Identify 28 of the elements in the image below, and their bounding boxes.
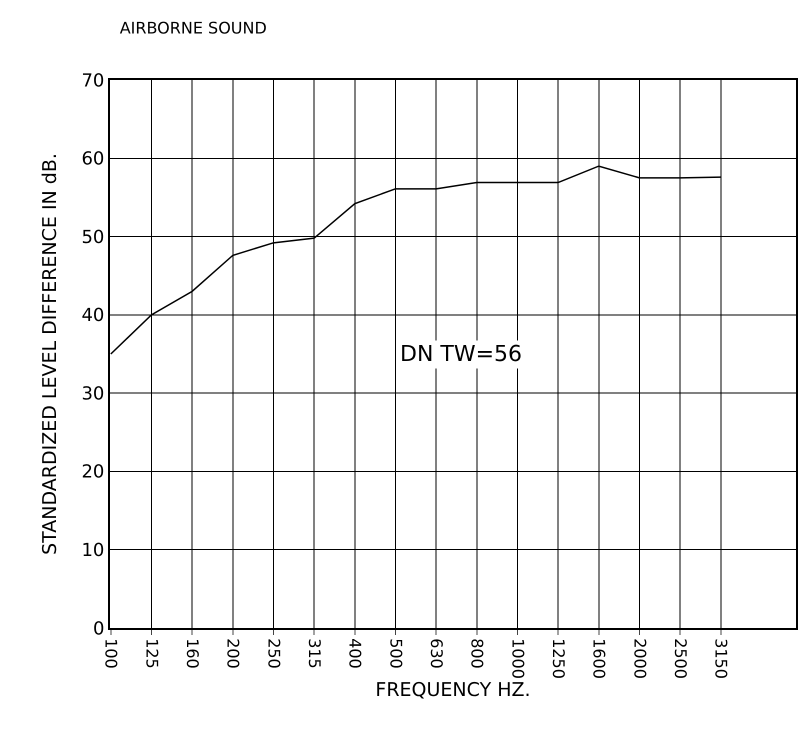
x-axis-title: FREQUENCY HZ. [375,679,531,702]
x-tick-label: 800 [468,638,487,669]
x-tick-label: 1600 [590,638,609,679]
x-tick-label: 630 [426,638,446,669]
x-tick-label: 2500 [670,638,690,679]
y-tick-label: 30 [81,383,104,404]
y-tick-label: 20 [81,462,104,483]
y-tick-label: 10 [81,540,104,562]
x-tick-label: 1000 [508,638,528,679]
y-tick-label: 40 [81,305,104,326]
y-tick-label: 70 [81,70,104,92]
x-tick-label: 315 [304,638,324,669]
x-tick-label: 3150 [712,638,731,679]
y-tick-label: 50 [81,226,104,248]
annotation: DN TW=56 [400,342,522,367]
y-tick-label: 0 [92,618,104,640]
x-tick-label: 200 [224,638,243,669]
x-tick-label: 500 [386,638,406,669]
x-tick-label: 1250 [548,638,568,679]
x-tick-label: 100 [102,638,121,669]
x-tick-label: 125 [142,638,162,669]
chart-title: AIRBORNE SOUND [120,18,267,38]
y-axis-title: STANDARDIZED LEVEL DIFFERENCE IN dB. [38,153,61,555]
y-tick-label: 60 [81,148,104,170]
x-tick-label: 160 [182,638,202,669]
x-tick-label: 2000 [630,638,650,679]
x-tick-label: 250 [264,638,284,669]
x-tick-label: 400 [346,638,365,669]
